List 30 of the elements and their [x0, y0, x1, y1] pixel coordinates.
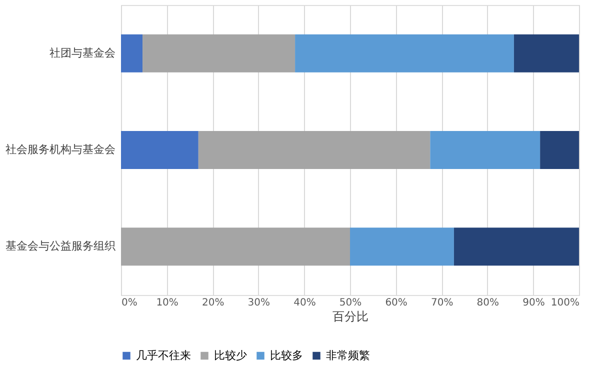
- bar: [430, 131, 540, 169]
- x-tick-label: 10%: [156, 298, 178, 308]
- x-tick-label: 50%: [339, 298, 362, 308]
- bar: [540, 131, 579, 169]
- legend-label: 比较少: [214, 348, 247, 362]
- legend-label: 非常频繁: [326, 348, 370, 362]
- x-tick-label: 0%: [122, 298, 138, 308]
- x-axis-title: 百分比: [332, 310, 368, 324]
- bar: [142, 34, 296, 72]
- bar: [121, 228, 350, 266]
- y-tick-label: 社团与基金会: [50, 46, 116, 60]
- x-tick-label: 80%: [476, 298, 500, 308]
- bar: [295, 34, 514, 72]
- x-tick-label: 30%: [248, 298, 270, 308]
- bar: [514, 34, 579, 72]
- x-tick-label: 70%: [430, 298, 454, 308]
- legend-label: 几乎不往来: [136, 348, 191, 362]
- y-tick-label: 社会服务机构与基金会: [6, 143, 116, 156]
- x-tick-label: 100%: [550, 298, 580, 308]
- bar: [454, 228, 579, 266]
- x-tick-label: 40%: [294, 298, 316, 308]
- x-tick-label: 90%: [522, 298, 545, 308]
- bar: [350, 228, 454, 266]
- x-tick-label: 60%: [385, 298, 408, 308]
- bar: [198, 131, 430, 169]
- bar: [121, 131, 198, 169]
- x-tick-label: 20%: [202, 298, 224, 308]
- bar: [121, 34, 143, 72]
- y-tick-label: 基金会与公益服务组织: [6, 240, 116, 253]
- legend-label: 比较多: [270, 348, 303, 362]
